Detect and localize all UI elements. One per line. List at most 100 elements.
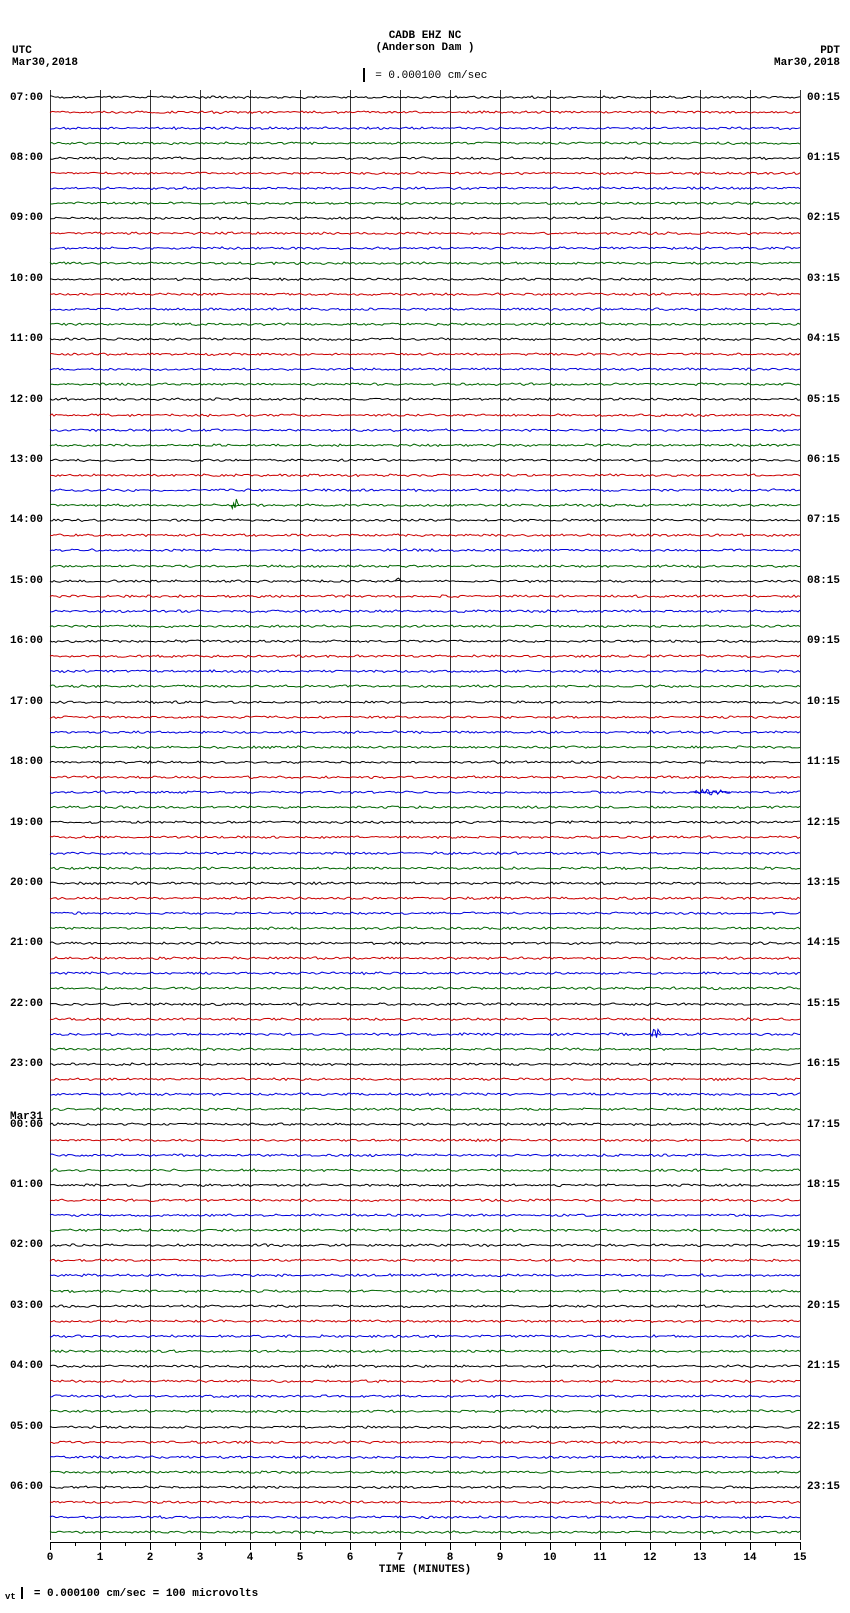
x-tick-label: 14 [743, 1552, 756, 1564]
x-tick-label: 1 [97, 1552, 104, 1564]
utc-hour-label: 17:00 [10, 696, 43, 708]
seismic-trace [50, 471, 800, 479]
x-tick-minor [725, 1542, 726, 1546]
seismic-trace [50, 743, 800, 751]
pdt-hour-label: 23:15 [807, 1481, 840, 1493]
seismic-trace [50, 969, 800, 977]
gridline-vertical [800, 90, 801, 1540]
scale-bar-icon [21, 1587, 23, 1599]
seismic-trace [50, 1075, 800, 1083]
seismic-trace [50, 803, 800, 811]
seismic-trace [50, 275, 800, 283]
x-tick [450, 1542, 451, 1550]
seismic-trace [50, 1211, 800, 1219]
seismic-trace [50, 1438, 800, 1446]
seismic-event [395, 574, 405, 588]
footer-prefix: vt [5, 1592, 21, 1602]
x-tick-label: 5 [297, 1552, 304, 1564]
station-name: (Anderson Dam ) [0, 42, 850, 54]
seismic-trace [50, 1120, 800, 1128]
seismic-trace [50, 1528, 800, 1536]
x-tick [800, 1542, 801, 1550]
seismic-trace [50, 592, 800, 600]
pdt-hour-label: 01:15 [807, 152, 840, 164]
seismic-trace [50, 290, 800, 298]
utc-hour-label: 01:00 [10, 1179, 43, 1191]
seismic-trace [50, 1302, 800, 1310]
seismic-trace [50, 1513, 800, 1521]
seismic-trace [50, 320, 800, 328]
scale-text: = 0.000100 cm/sec [375, 70, 487, 82]
seismic-trace [50, 244, 800, 252]
seismic-trace [50, 350, 800, 358]
utc-hour-label: 05:00 [10, 1421, 43, 1433]
seismic-trace [50, 833, 800, 841]
x-tick-minor [525, 1542, 526, 1546]
seismic-trace [50, 1271, 800, 1279]
x-tick-minor [325, 1542, 326, 1546]
pdt-hour-label: 10:15 [807, 696, 840, 708]
pdt-hour-label: 19:15 [807, 1239, 840, 1251]
pdt-hour-label: 09:15 [807, 635, 840, 647]
utc-hour-label: 15:00 [10, 575, 43, 587]
x-axis-title: TIME (MINUTES) [50, 1564, 800, 1576]
seismic-trace [50, 1483, 800, 1491]
seismic-trace [50, 984, 800, 992]
seismic-trace [50, 607, 800, 615]
seismic-trace [50, 93, 800, 101]
seismic-trace [50, 1105, 800, 1113]
x-tick [350, 1542, 351, 1550]
x-tick-label: 8 [447, 1552, 454, 1564]
utc-hour-label: 12:00 [10, 394, 43, 406]
seismic-trace [50, 637, 800, 645]
seismic-trace [50, 108, 800, 116]
seismic-trace [50, 1181, 800, 1189]
seismic-trace [50, 259, 800, 267]
x-tick-label: 11 [593, 1552, 606, 1564]
seismic-trace [50, 1015, 800, 1023]
seismic-trace [50, 516, 800, 524]
pdt-hour-label: 00:15 [807, 92, 840, 104]
x-tick [600, 1542, 601, 1550]
footer-text: = 0.000100 cm/sec = 100 microvolts [34, 1588, 258, 1600]
x-tick-label: 15 [793, 1552, 806, 1564]
seismic-trace [50, 1136, 800, 1144]
seismic-trace [50, 713, 800, 721]
seismic-trace [50, 773, 800, 781]
seismic-trace [50, 229, 800, 237]
scale-indicator: = 0.000100 cm/sec [0, 68, 850, 82]
pdt-hour-label: 18:15 [807, 1179, 840, 1191]
x-tick [50, 1542, 51, 1550]
seismic-trace [50, 909, 800, 917]
seismic-trace [50, 879, 800, 887]
seismic-trace [50, 199, 800, 207]
seismic-trace [50, 1060, 800, 1068]
seismic-trace [50, 849, 800, 857]
x-tick-minor [225, 1542, 226, 1546]
x-tick-minor [675, 1542, 676, 1546]
utc-hour-label: 08:00 [10, 152, 43, 164]
seismic-trace [50, 1332, 800, 1340]
seismic-trace [50, 335, 800, 343]
x-tick [200, 1542, 201, 1550]
seismic-event [690, 787, 730, 797]
utc-hour-label: 21:00 [10, 937, 43, 949]
x-tick-minor [625, 1542, 626, 1546]
seismic-trace [50, 214, 800, 222]
pdt-hour-label: 12:15 [807, 817, 840, 829]
x-tick-label: 13 [693, 1552, 706, 1564]
utc-hour-label: 04:00 [10, 1360, 43, 1372]
seismic-trace [50, 1453, 800, 1461]
seismogram-plot: 07:0000:1508:0001:1509:0002:1510:0003:15… [50, 90, 800, 1540]
x-tick-label: 10 [543, 1552, 556, 1564]
seismic-trace [50, 395, 800, 403]
x-tick [250, 1542, 251, 1550]
seismic-trace [50, 305, 800, 313]
x-tick-minor [475, 1542, 476, 1546]
seismic-trace [50, 441, 800, 449]
seismic-trace [50, 546, 800, 554]
x-tick [100, 1542, 101, 1550]
tz-left: UTC [12, 45, 78, 57]
seismic-trace [50, 1392, 800, 1400]
seismic-trace [50, 1362, 800, 1370]
